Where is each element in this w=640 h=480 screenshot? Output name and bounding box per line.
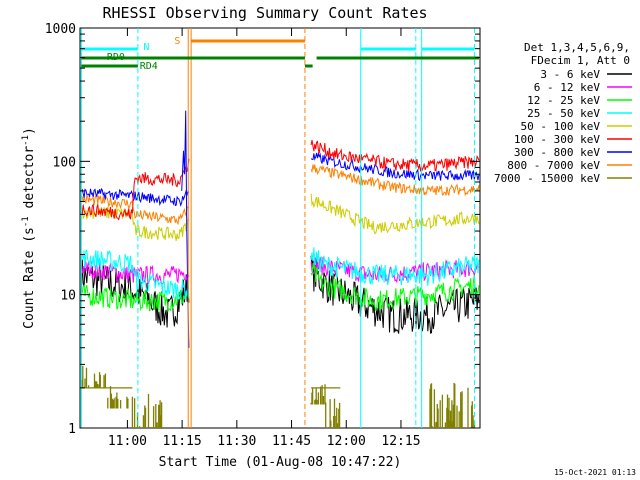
series-line-0-1 — [310, 255, 480, 334]
series-line-7-0 — [80, 194, 190, 226]
legend-label-0: 3 - 6 keV — [540, 68, 600, 81]
flag-layer: N S RD0 RD4 — [80, 28, 479, 428]
series-olive-burst-1 — [81, 365, 107, 388]
series-olive-burst-2 — [107, 386, 129, 409]
y-tick-label-1: 10 — [60, 289, 76, 304]
x-tick-label-0: 11:00 — [108, 434, 147, 449]
x-tick-label-3: 11:45 — [272, 434, 311, 449]
series-line-4-1 — [310, 193, 480, 235]
y-axis-label: Count Rate (s-1 detector-1) — [21, 127, 37, 329]
legend-label-2: 12 - 25 keV — [527, 94, 600, 107]
flag-label-n: N — [143, 42, 149, 53]
x-tick-label-4: 12:00 — [327, 434, 366, 449]
x-tick-label-2: 11:30 — [217, 434, 256, 449]
legend-label-8: 7000 - 15000 keV — [494, 172, 600, 185]
plot-frame — [79, 27, 481, 429]
legend-label-5: 100 - 300 keV — [514, 133, 600, 146]
series-line-1-1 — [310, 256, 480, 284]
series-line-2-1 — [310, 263, 480, 312]
series-olive-burst-5 — [325, 398, 341, 428]
legend-label-1: 6 - 12 keV — [534, 81, 601, 94]
series-line-3-0 — [80, 249, 190, 300]
legend-label-4: 50 - 100 keV — [521, 120, 601, 133]
timestamp: 15-Oct-2021 01:13 — [554, 468, 636, 477]
legend-header-1: Det 1,3,4,5,6,9, — [524, 41, 630, 54]
x-tick-label-1: 11:15 — [163, 434, 202, 449]
flag-label-s: S — [174, 36, 180, 47]
legend-label-7: 800 - 7000 keV — [507, 159, 600, 172]
x-axis-label: Start Time (01-Aug-08 10:47:22) — [159, 455, 402, 470]
series-line-3-1 — [310, 247, 480, 286]
chart-title: RHESSI Observing Summary Count Rates — [102, 4, 427, 22]
legend: Det 1,3,4,5,6,9, FDecim 1, Att 0 3 - 6 k… — [494, 41, 632, 185]
series-line-5-1 — [310, 139, 480, 172]
series-olive-burst-3 — [131, 394, 163, 428]
flag-label-rd0: RD0 — [107, 52, 125, 63]
series-olive-burst-6 — [429, 382, 476, 428]
legend-label-3: 25 - 50 keV — [527, 107, 600, 120]
legend-header-2: FDecim 1, Att 0 — [531, 54, 630, 67]
tick-layer: 11:00 11:15 11:30 11:45 12:00 12:15 1 10 100 1000 — [45, 22, 480, 449]
series-line-4-0 — [80, 206, 190, 242]
y-tick-label-0: 1 — [68, 422, 76, 437]
y-tick-label-2: 100 — [53, 155, 76, 170]
series-line-2-0 — [80, 284, 190, 312]
x-tick-label-5: 12:15 — [381, 434, 420, 449]
legend-label-6: 300 - 800 keV — [514, 146, 600, 159]
series-olive-burst-4 — [310, 384, 326, 405]
series-line-5-0 — [80, 158, 190, 221]
data-layer — [80, 110, 480, 428]
series-line-6-0 — [80, 187, 190, 207]
series-line-7-1 — [310, 164, 480, 197]
y-tick-label-3: 1000 — [45, 22, 76, 37]
series-line-6-1 — [310, 151, 480, 182]
flag-label-rd4: RD4 — [140, 61, 158, 72]
